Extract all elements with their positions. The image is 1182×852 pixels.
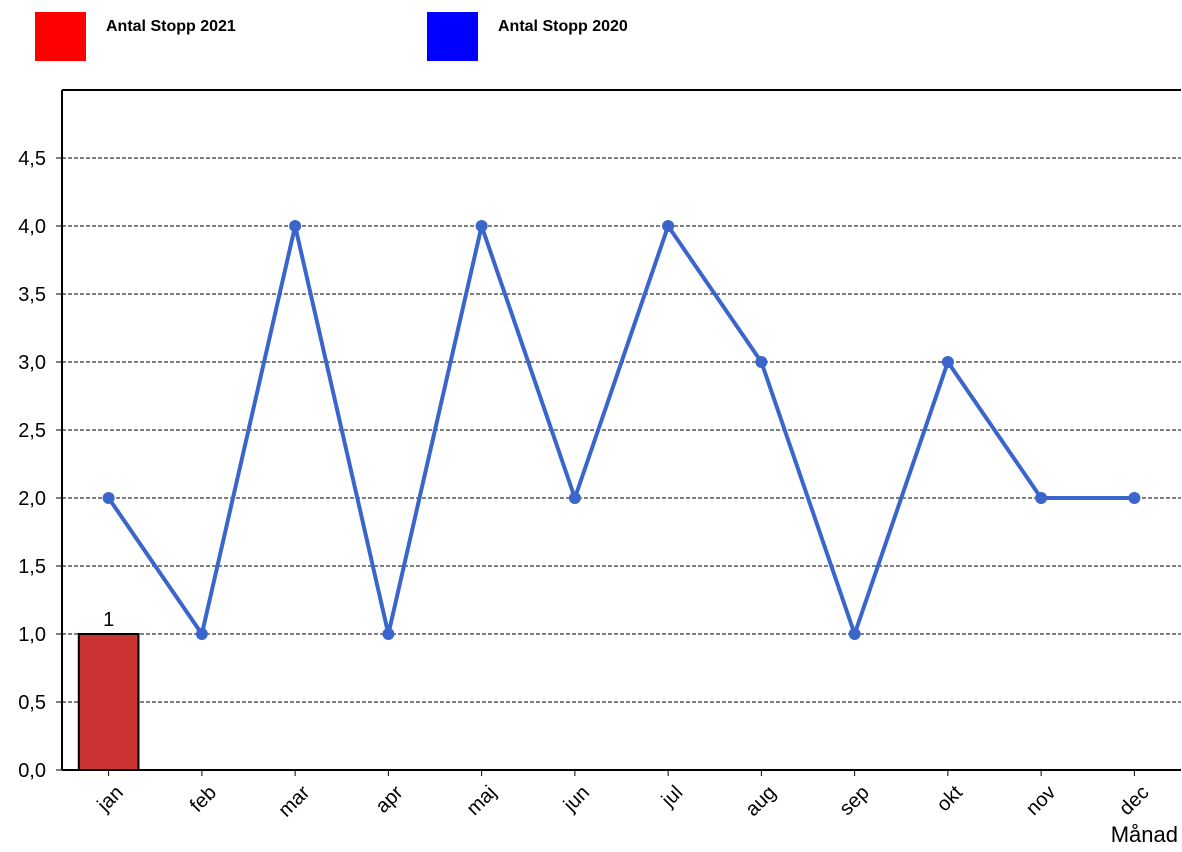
legend-swatch-2021 xyxy=(35,12,86,61)
line-point-nov xyxy=(1035,492,1048,504)
x-tick-label: jan xyxy=(93,782,128,817)
data-label: 1 xyxy=(103,609,114,631)
y-tick-label: 1,0 xyxy=(18,624,46,646)
axes xyxy=(61,89,1181,776)
x-tick-label: dec xyxy=(1115,782,1153,820)
y-tick-label: 1,5 xyxy=(18,556,46,578)
y-tick-label: 0,0 xyxy=(18,760,46,782)
line-point-aug xyxy=(755,356,768,368)
y-tick-label: 3,0 xyxy=(18,352,46,374)
y-tick-label: 4,0 xyxy=(18,216,46,238)
x-tick-label: mar xyxy=(274,781,314,821)
line-point-jul xyxy=(662,220,675,232)
x-tick-labels: jan feb mar apr maj jun jul aug sep okt nov dec xyxy=(93,781,1154,821)
line-point-feb xyxy=(195,628,208,640)
line-point-mar xyxy=(289,220,302,232)
x-tick-label: maj xyxy=(462,782,500,820)
y-tick-labels: 0,0 0,5 1,0 1,5 2,0 2,5 3,0 3,5 4,0 4,5 xyxy=(18,148,46,782)
line-point-apr xyxy=(382,628,395,640)
x-tick-label: sep xyxy=(835,782,873,820)
line-point-sep xyxy=(848,628,861,640)
line-point-maj xyxy=(475,220,488,232)
line-series xyxy=(102,220,1141,640)
y-tick-label: 3,5 xyxy=(18,284,46,306)
legend-label-2021: Antal Stopp 2021 xyxy=(106,18,236,35)
line-path xyxy=(106,224,1135,636)
y-tick-label: 0,5 xyxy=(18,692,46,714)
x-tick-label: jun xyxy=(559,782,594,817)
y-tick-label: 2,0 xyxy=(18,488,46,510)
x-axis-label: Månad xyxy=(1111,822,1178,847)
x-tick-label: feb xyxy=(186,782,221,817)
legend-item-2021: Antal Stopp 2021 xyxy=(35,12,236,61)
bars xyxy=(77,633,140,771)
x-tick-label: aug xyxy=(741,782,780,821)
x-tick-label: nov xyxy=(1022,782,1060,820)
line-point-dec xyxy=(1128,492,1141,504)
y-tick-label: 2,5 xyxy=(18,420,46,442)
gridlines xyxy=(56,157,1181,771)
line-point-okt xyxy=(941,356,954,368)
data-labels: 1 xyxy=(103,609,114,631)
bar-jan xyxy=(77,633,140,771)
y-tick-label: 4,5 xyxy=(18,148,46,170)
line-point-jun xyxy=(568,492,581,504)
legend-label-2020: Antal Stopp 2020 xyxy=(498,18,628,35)
x-tick-label: jul xyxy=(657,782,687,812)
x-tick-label: okt xyxy=(933,781,968,816)
legend-item-2020: Antal Stopp 2020 xyxy=(427,12,628,61)
line-point-jan xyxy=(102,492,115,504)
legend-swatch-2020 xyxy=(427,12,478,61)
x-tick-label: apr xyxy=(372,781,408,817)
